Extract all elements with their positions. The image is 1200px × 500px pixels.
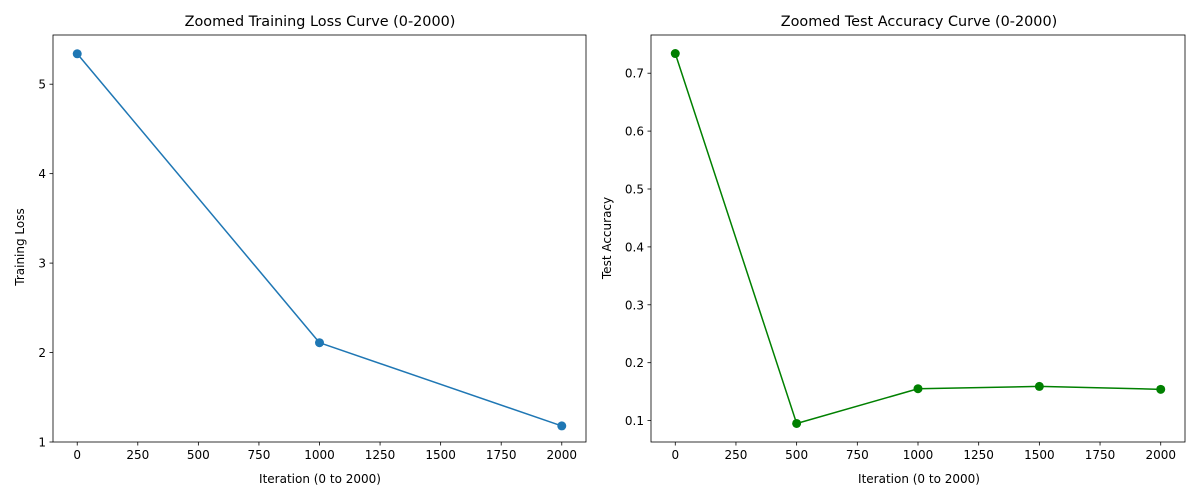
accuracy-chart-ylabel: Test Accuracy (600, 197, 614, 280)
accuracy-chart-data-point (1156, 384, 1166, 394)
loss-chart-ytick-label: 2 (38, 346, 46, 360)
accuracy-chart-xtick-label: 250 (725, 448, 748, 462)
loss-chart-xtick-label: 0 (73, 448, 81, 462)
accuracy-chart-series-line (674, 53, 1161, 425)
accuracy-chart-ytick-label: 0.2 (625, 356, 644, 370)
loss-chart-ylabel: Training Loss (13, 208, 27, 286)
accuracy-chart-data-point (670, 49, 680, 59)
loss-chart-ytick-label: 4 (38, 167, 46, 181)
loss-chart-xtick-label: 250 (126, 448, 149, 462)
loss-chart-xlabel: Iteration (0 to 2000) (259, 472, 381, 486)
loss-chart-xtick-label: 1500 (425, 448, 456, 462)
accuracy-chart-ytick-label: 0.7 (625, 67, 644, 81)
accuracy-chart-ytick-label: 0.6 (625, 125, 644, 139)
accuracy-chart-marks: 0 250 500 750 1000 1250 1500 1750 2000 0.1 0.2 0.3 0… (625, 49, 1176, 462)
loss-chart-xtick-label: 750 (247, 448, 270, 462)
loss-chart-series-line (76, 53, 563, 427)
loss-chart-xtick-label: 500 (187, 448, 210, 462)
loss-chart-title: Zoomed Training Loss Curve (0-2000) (185, 14, 456, 30)
accuracy-chart-xtick-label: 1000 (903, 448, 934, 462)
accuracy-chart-xtick-label: 0 (671, 448, 679, 462)
loss-chart: Zoomed Training Loss Curve (0-2000) Iter… (13, 14, 587, 486)
accuracy-chart-xtick-label: 1500 (1024, 448, 1055, 462)
loss-chart-xtick-label: 1750 (486, 448, 517, 462)
accuracy-chart-xtick-label: 500 (785, 448, 808, 462)
accuracy-chart: Zoomed Test Accuracy Curve (0-2000) Iter… (600, 14, 1186, 486)
loss-chart-xtick-label: 2000 (546, 448, 577, 462)
loss-chart-data-point (315, 338, 324, 348)
loss-chart-data-point (72, 49, 82, 59)
loss-chart-xtick-label: 1000 (304, 448, 335, 462)
accuracy-chart-xtick-label: 2000 (1145, 448, 1176, 462)
accuracy-chart-title: Zoomed Test Accuracy Curve (0-2000) (781, 14, 1057, 30)
accuracy-chart-xtick-label: 750 (846, 448, 869, 462)
loss-chart-ytick-label: 1 (38, 436, 46, 450)
accuracy-chart-plot-area (650, 34, 1186, 443)
loss-chart-ytick-label: 3 (38, 257, 46, 271)
loss-chart-xtick-label: 1250 (365, 448, 396, 462)
accuracy-chart-data-point (1034, 381, 1044, 391)
loss-chart-data-point (557, 421, 567, 431)
accuracy-chart-xtick-label: 1250 (963, 448, 994, 462)
accuracy-chart-ytick-label: 0.3 (625, 298, 644, 312)
accuracy-chart-ytick-label: 0.5 (625, 183, 644, 197)
accuracy-chart-data-point (913, 384, 923, 394)
loss-chart-ytick-label: 5 (38, 78, 46, 92)
accuracy-chart-ytick-label: 0.4 (625, 240, 644, 254)
accuracy-chart-data-point (792, 418, 802, 428)
loss-chart-plot-area (52, 34, 587, 443)
accuracy-chart-xlabel: Iteration (0 to 2000) (858, 472, 980, 486)
accuracy-chart-ytick-label: 0.1 (625, 414, 644, 428)
accuracy-chart-xtick-label: 1750 (1085, 448, 1116, 462)
loss-chart-marks: 0 250 500 750 1000 1250 1500 1750 2000 1 2 3 4 5 (38, 49, 577, 462)
